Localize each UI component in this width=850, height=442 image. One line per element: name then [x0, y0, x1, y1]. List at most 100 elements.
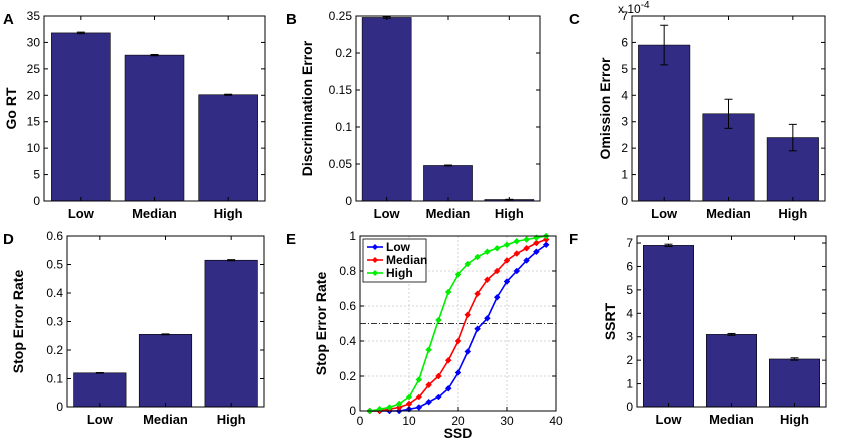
y-tick-label: 0	[349, 404, 356, 418]
data-point-low	[464, 348, 472, 355]
y-tick-label: 0.05	[329, 157, 353, 171]
y-tick-label: 20	[27, 88, 41, 102]
y-tick-label: 0.2	[46, 343, 63, 357]
data-point-low	[444, 384, 452, 392]
category-label: High	[778, 206, 807, 221]
panel-a-go-rt: A Low Median High 0 5 10 15 20 25 30 35 Go RT	[3, 9, 266, 221]
data-point-high	[415, 376, 423, 383]
panel-d-stop-error-rate: D Low Median High 0 0.1 0.2 0.3 0.4 0.5 0.6 Stop Er…	[3, 229, 265, 427]
data-point-high	[454, 271, 462, 278]
data-point-median	[533, 239, 540, 247]
y-tick-label: 0.4	[339, 334, 356, 348]
y-tick-label: 0.8	[339, 264, 356, 278]
legend-swatch-marker	[372, 244, 378, 250]
category-label: Low	[651, 206, 678, 221]
category-label: Median	[143, 412, 188, 427]
data-point-low	[523, 257, 530, 264]
data-point-low	[454, 369, 462, 376]
y-tick-label: 4	[621, 88, 628, 102]
y-tick-label: 0	[33, 194, 40, 208]
category-label: Median	[706, 206, 751, 221]
y-tick-label: 0.15	[329, 83, 353, 97]
bar-median	[705, 334, 757, 408]
y-tick-label: 1	[626, 377, 633, 391]
panel-c-omission-error: C Low Median High 0 1 2 3 4 5 6 7 Omission Error x 10…	[569, 0, 826, 221]
y-axis-label: Stop Error Rate	[10, 270, 26, 374]
y-tick-label: 10	[27, 141, 41, 155]
data-point-median	[542, 236, 550, 243]
y-axis-label: Discrimination Error	[299, 40, 315, 176]
y-tick-label: 0.4	[46, 286, 63, 300]
category-label: Low	[87, 412, 114, 427]
data-point-high	[435, 316, 442, 324]
category-label: Median	[709, 412, 754, 427]
data-point-low	[503, 278, 511, 285]
data-point-median	[484, 276, 491, 284]
data-point-low	[513, 267, 521, 275]
y-tick-label: 1	[349, 229, 356, 243]
panel-e-stop-error-curves: E 0 10 20 30 40 0 0.2 0.4 0.6 0.8 1 SSD Stop Error Ra…	[286, 229, 563, 441]
panel-letter: E	[286, 231, 296, 248]
data-point-low	[484, 314, 491, 322]
panel-letter: A	[3, 11, 14, 28]
data-point-median	[415, 393, 423, 401]
data-point-high	[444, 288, 452, 296]
legend-entry-high: High	[386, 266, 413, 280]
legend-entry-low: Low	[386, 240, 411, 254]
category-label: High	[214, 206, 243, 221]
x-tick-label: 20	[451, 414, 465, 428]
legend-swatch-marker	[372, 270, 378, 276]
x-tick-label: 0	[357, 414, 364, 428]
bar-low	[638, 44, 691, 202]
y-tick-label: 3	[626, 330, 633, 344]
bar-median	[124, 54, 185, 202]
data-point-low	[425, 398, 432, 406]
panel-f-ssrt: F Low Median High 0 1 2 3 4 5 6 7 SSRT	[569, 231, 827, 427]
y-tick-label: 0	[345, 194, 352, 208]
category-label: High	[217, 412, 246, 427]
data-point-low	[493, 293, 501, 301]
y-tick-label: 5	[33, 168, 40, 182]
y-tick-label: 1	[621, 168, 628, 182]
y-axis-label: Go RT	[3, 87, 19, 129]
y-tick-label: 0.1	[46, 372, 63, 386]
x-tick-label: 30	[500, 414, 514, 428]
data-point-median	[503, 257, 511, 264]
y-tick-label: 0.25	[329, 9, 353, 23]
bar-low	[51, 32, 111, 202]
bar-low	[361, 17, 412, 202]
y-tick-label: 3	[621, 115, 628, 129]
y-tick-label: 2	[626, 353, 633, 367]
category-label: High	[780, 412, 809, 427]
data-point-high	[405, 393, 413, 401]
category-label: Median	[132, 206, 177, 221]
data-point-high	[484, 248, 491, 256]
panel-letter: C	[569, 11, 580, 28]
y-tick-label: 0.3	[46, 315, 63, 329]
data-point-high	[425, 346, 432, 354]
data-point-high	[464, 260, 472, 268]
bar-high	[768, 358, 820, 408]
data-point-low	[474, 325, 481, 333]
x-axis-label: SSD	[444, 425, 473, 441]
y-tick-label: 0.6	[339, 299, 356, 313]
data-point-median	[454, 337, 462, 345]
axis-multiplier: x 10-4	[618, 0, 650, 16]
data-point-median	[444, 356, 452, 364]
panel-letter: D	[3, 231, 14, 248]
y-tick-label: 7	[626, 236, 633, 250]
data-point-low	[542, 241, 550, 249]
category-label: Low	[374, 206, 401, 221]
y-tick-label: 5	[626, 283, 633, 297]
bar-high	[198, 94, 258, 202]
x-tick-label: 40	[549, 414, 563, 428]
y-tick-label: 0	[621, 194, 628, 208]
bar-high	[204, 259, 258, 408]
y-axis-label: Stop Error Rate	[313, 272, 329, 376]
multiplier-exponent: -4	[641, 0, 650, 11]
panel-b-discrimination-error: B Low Median High 0 0.05 0.1 0.15 0.2 0.25 Discrim…	[286, 9, 541, 221]
y-tick-label: 0.6	[46, 229, 63, 243]
data-point-median	[464, 311, 472, 319]
